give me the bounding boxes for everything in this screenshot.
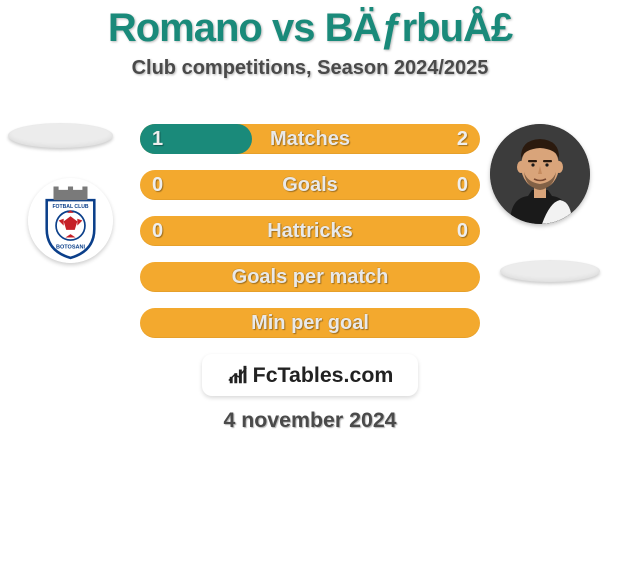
stat-label: Matches <box>140 124 480 154</box>
stat-bar: Min per goal <box>140 308 480 338</box>
stat-bar: Goals per match <box>140 262 480 292</box>
player-portrait-icon <box>490 124 590 224</box>
stat-label: Goals per match <box>140 262 480 292</box>
left-club-avatar: FOTBAL CLUB BOTOSANI <box>28 178 113 263</box>
brand-text: FcTables.com <box>253 363 394 388</box>
club-crest-icon: FOTBAL CLUB BOTOSANI <box>28 178 113 263</box>
svg-text:BOTOSANI: BOTOSANI <box>56 245 85 251</box>
left-ellipse <box>8 123 113 148</box>
date-text: 4 november 2024 <box>0 408 620 433</box>
right-ellipse <box>500 260 600 282</box>
page-title: Romano vs BÄƒrbuÅ£ <box>0 0 620 51</box>
stat-label: Min per goal <box>140 308 480 338</box>
stat-bar: 00Hattricks <box>140 216 480 246</box>
brand-pill: FcTables.com <box>202 354 418 396</box>
stat-label: Hattricks <box>140 216 480 246</box>
page-subtitle: Club competitions, Season 2024/2025 <box>0 57 620 80</box>
stat-bar: 12Matches <box>140 124 480 154</box>
stat-bars: 12Matches 00Goals 00Hattricks Goals per mat… <box>140 124 480 354</box>
bars-chart-icon <box>227 364 249 386</box>
right-player-avatar <box>490 124 590 224</box>
svg-text:FOTBAL CLUB: FOTBAL CLUB <box>52 204 88 210</box>
stat-bar: 00Goals <box>140 170 480 200</box>
stat-label: Goals <box>140 170 480 200</box>
stage: Romano vs BÄƒrbuÅ£ Club competitions, Se… <box>0 0 620 580</box>
